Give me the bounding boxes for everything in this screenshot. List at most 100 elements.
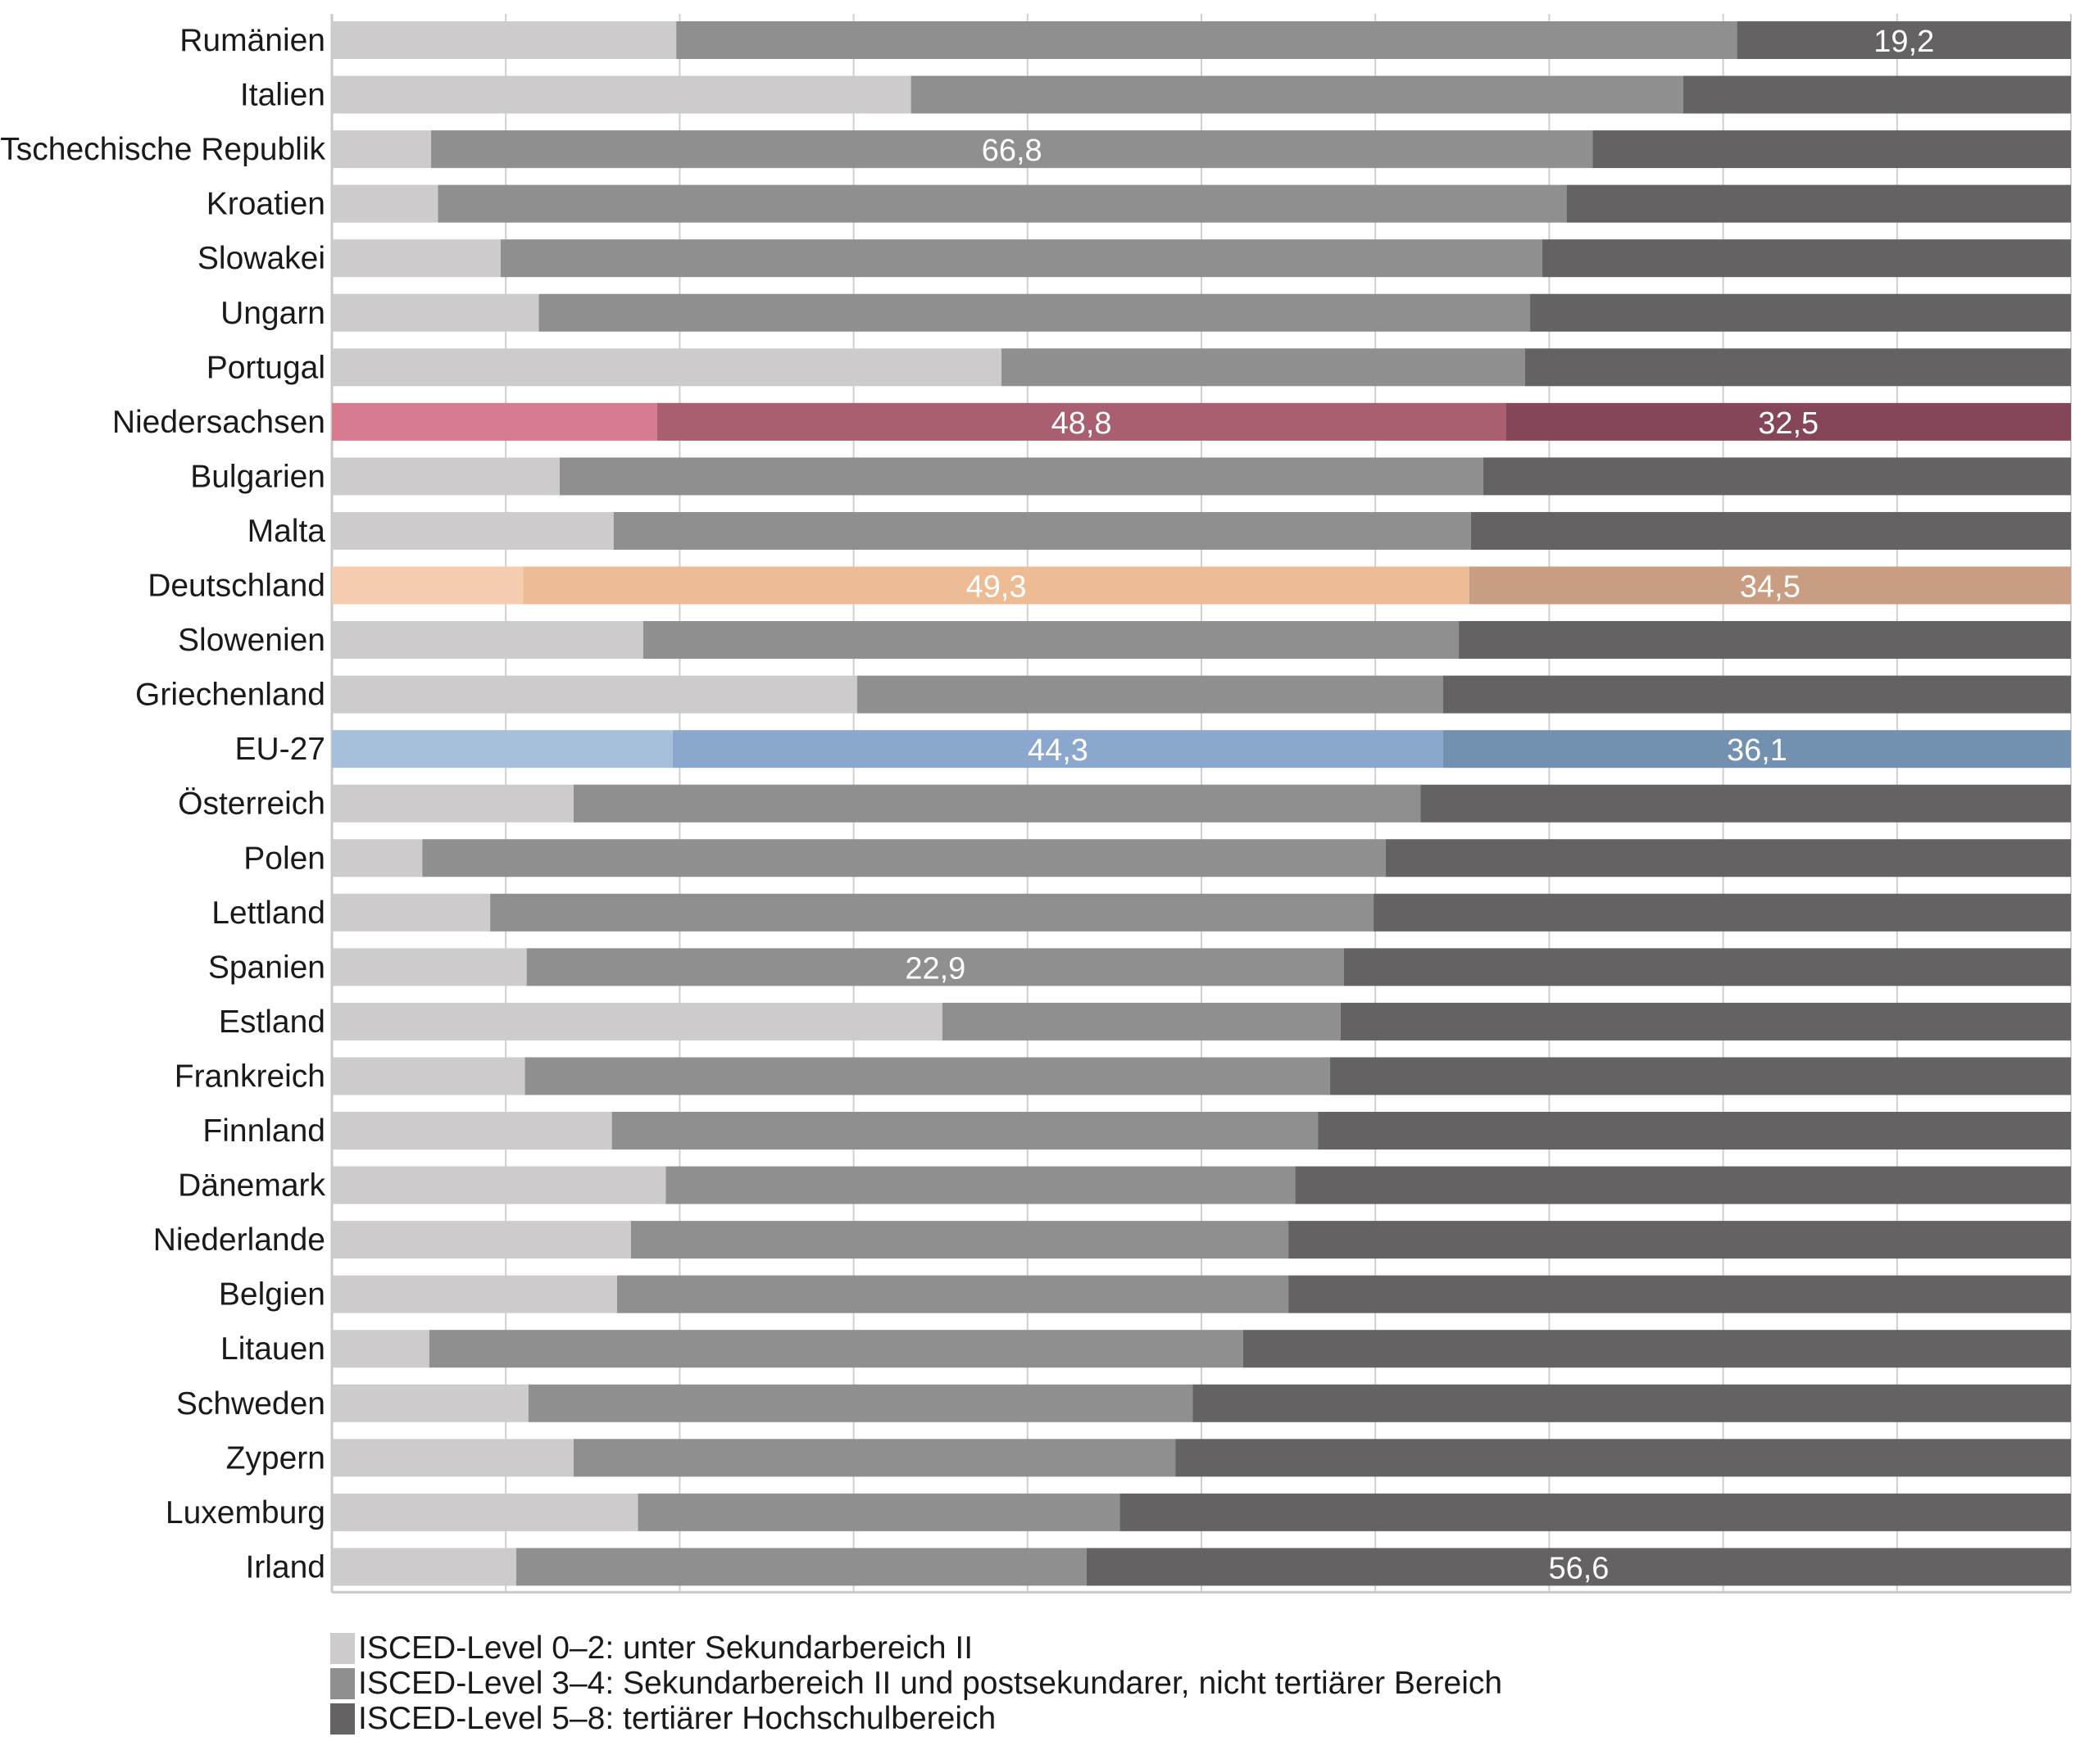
bar-segment-danemark-level-5-8 [1295,1166,2071,1204]
data-label-deutschland-level-5-8: 34,5 [1740,570,1801,605]
category-label-spanien: Spanien [208,950,325,985]
bar-segment-griechenland-level-0-2 [332,675,857,714]
category-labels: Rumänien Italien Tschechische Republik Kroa… [0,23,325,1585]
category-label-bulgarien: Bulgarien [190,459,325,494]
data-label-niedersachsen-level-3-4: 48,8 [1051,406,1112,441]
bar-segment-slowakei-level-0-2 [332,239,501,278]
legend-label-level-3-4: ISCED-Level 3–4: Sekundarbereich II und … [358,1666,1503,1701]
bar-segment-estland-level-3-4 [942,1002,1341,1041]
legend-swatch-level-3-4 [330,1667,355,1699]
category-label-osterreich: Österreich [178,787,325,822]
bar-segment-griechenland-level-3-4 [856,675,1443,714]
category-label-ungarn: Ungarn [220,296,325,331]
bar-segment-italien-level-5-8 [1682,75,2071,114]
bar-segment-irland-level-3-4 [515,1548,1087,1586]
bar-segment-danemark-level-3-4 [665,1166,1296,1204]
bar-segment-niedersachsen-level-3-4 [656,402,1506,441]
bar-segment-niederlande-level-3-4 [630,1221,1289,1259]
data-label-eu-27-level-3-4: 44,3 [1028,733,1088,768]
category-label-frankreich: Frankreich [175,1059,325,1094]
bar-segment-slowenien-level-5-8 [1459,621,2071,660]
bar-segment-eu-27-level-5-8 [1442,730,2071,769]
bar-segment-finnland-level-5-8 [1318,1112,2071,1150]
category-label-slowakei: Slowakei [198,241,325,276]
category-label-griechenland: Griechenland [135,678,325,713]
bar-segment-polen-level-0-2 [332,839,423,877]
bar-segment-slowenien-level-0-2 [332,621,643,660]
bar-segment-estland-level-0-2 [332,1002,942,1041]
data-label-niedersachsen-level-5-8: 32,5 [1758,406,1819,441]
bar-segment-polen-level-3-4 [422,839,1386,877]
data-labels: 19,2 66,8 48,8 32,5 49,3 34,5 44,3 36,1 22,9 56,6 [905,25,1934,1585]
bar-segment-eu-27-level-3-4 [672,730,1443,769]
category-label-litauen: Litauen [220,1331,325,1367]
bar-segment-luxemburg-level-0-2 [332,1493,638,1531]
bar-segment-polen-level-5-8 [1385,839,2071,877]
category-label-portugal: Portugal [207,350,325,385]
bar-segment-frankreich-level-0-2 [332,1057,525,1095]
bar-segment-italien-level-3-4 [910,75,1683,114]
category-label-danemark: Dänemark [178,1168,325,1204]
category-label-kroatien: Kroatien [207,187,325,222]
legend-swatch-level-5-8 [330,1703,355,1735]
bars [332,21,2071,1586]
bar-segment-tschechische-republik-level-5-8 [1592,130,2071,169]
bar-segment-niedersachsen-level-0-2 [332,402,657,441]
category-label-deutschland: Deutschland [148,569,325,604]
bar-segment-lettland-level-3-4 [490,893,1374,932]
bar-segment-osterreich-level-5-8 [1420,784,2071,823]
bar-segment-frankreich-level-3-4 [524,1057,1331,1095]
bar-segment-niedersachsen-level-5-8 [1505,402,2071,441]
bar-segment-tschechische-republik-level-0-2 [332,130,431,169]
legend-label-level-5-8: ISCED-Level 5–8: tertiärer Hochschulbere… [358,1701,997,1736]
category-label-irland: Irland [245,1549,325,1585]
bar-segment-ungarn-level-5-8 [1530,293,2071,332]
bar-segment-schweden-level-3-4 [528,1384,1193,1422]
bar-segment-niederlande-level-0-2 [332,1221,631,1259]
bar-segment-deutschland-level-5-8 [1469,566,2071,605]
bar-segment-luxemburg-level-5-8 [1119,1493,2071,1531]
bar-segment-malta-level-0-2 [332,511,614,550]
bar-segment-slowakei-level-5-8 [1542,239,2071,278]
bar-segment-rumanien-level-0-2 [332,21,677,59]
bar-segment-deutschland-level-3-4 [523,566,1469,605]
bar-segment-litauen-level-0-2 [332,1330,429,1368]
bar-segment-luxemburg-level-3-4 [638,1493,1120,1531]
data-label-tschechische-republik-level-3-4: 66,8 [982,134,1042,168]
bar-segment-bulgarien-level-0-2 [332,457,560,496]
bar-segment-slowenien-level-3-4 [643,621,1460,660]
stacked-bar-chart: Rumänien Italien Tschechische Republik Kroa… [0,14,2072,1594]
bar-segment-zypern-level-5-8 [1175,1439,2071,1477]
legend-item-level-5-8: ISCED-Level 5–8: tertiärer Hochschulbere… [330,1701,1502,1736]
bar-segment-italien-level-0-2 [332,75,911,114]
category-label-malta: Malta [247,514,326,549]
bar-segment-slowakei-level-3-4 [500,239,1542,278]
bar-segment-deutschland-level-0-2 [332,566,524,605]
bar-segment-zypern-level-0-2 [332,1439,574,1477]
category-label-lettland: Lettland [211,896,325,931]
bar-segment-schweden-level-0-2 [332,1384,529,1422]
bar-segment-spanien-level-5-8 [1344,948,2071,986]
legend-item-level-0-2: ISCED-Level 0–2: unter Sekundarbereich I… [330,1630,1502,1666]
data-label-eu-27-level-5-8: 36,1 [1727,733,1787,768]
legend: ISCED-Level 0–2: unter Sekundarbereich I… [330,1630,1502,1736]
category-label-slowenien: Slowenien [178,623,325,658]
bar-segment-portugal-level-5-8 [1524,348,2071,387]
category-label-eu-27: EU-27 [234,732,325,767]
bar-segment-litauen-level-3-4 [429,1330,1243,1368]
category-label-schweden: Schweden [176,1386,325,1422]
bar-segment-zypern-level-3-4 [573,1439,1176,1477]
bar-segment-frankreich-level-5-8 [1330,1057,2071,1095]
category-label-italien: Italien [240,78,325,113]
bar-segment-osterreich-level-3-4 [573,784,1421,823]
bar-segment-rumanien-level-5-8 [1737,21,2071,59]
bar-segment-belgien-level-5-8 [1288,1275,2071,1313]
bar-segment-litauen-level-5-8 [1242,1330,2071,1368]
bar-segment-ungarn-level-3-4 [538,293,1531,332]
bar-segment-griechenland-level-5-8 [1442,675,2071,714]
category-label-polen: Polen [243,841,325,876]
category-label-estland: Estland [219,1004,325,1040]
bar-segment-portugal-level-0-2 [332,348,1001,387]
legend-swatch-level-0-2 [330,1632,355,1664]
bar-segment-kroatien-level-3-4 [438,184,1567,223]
